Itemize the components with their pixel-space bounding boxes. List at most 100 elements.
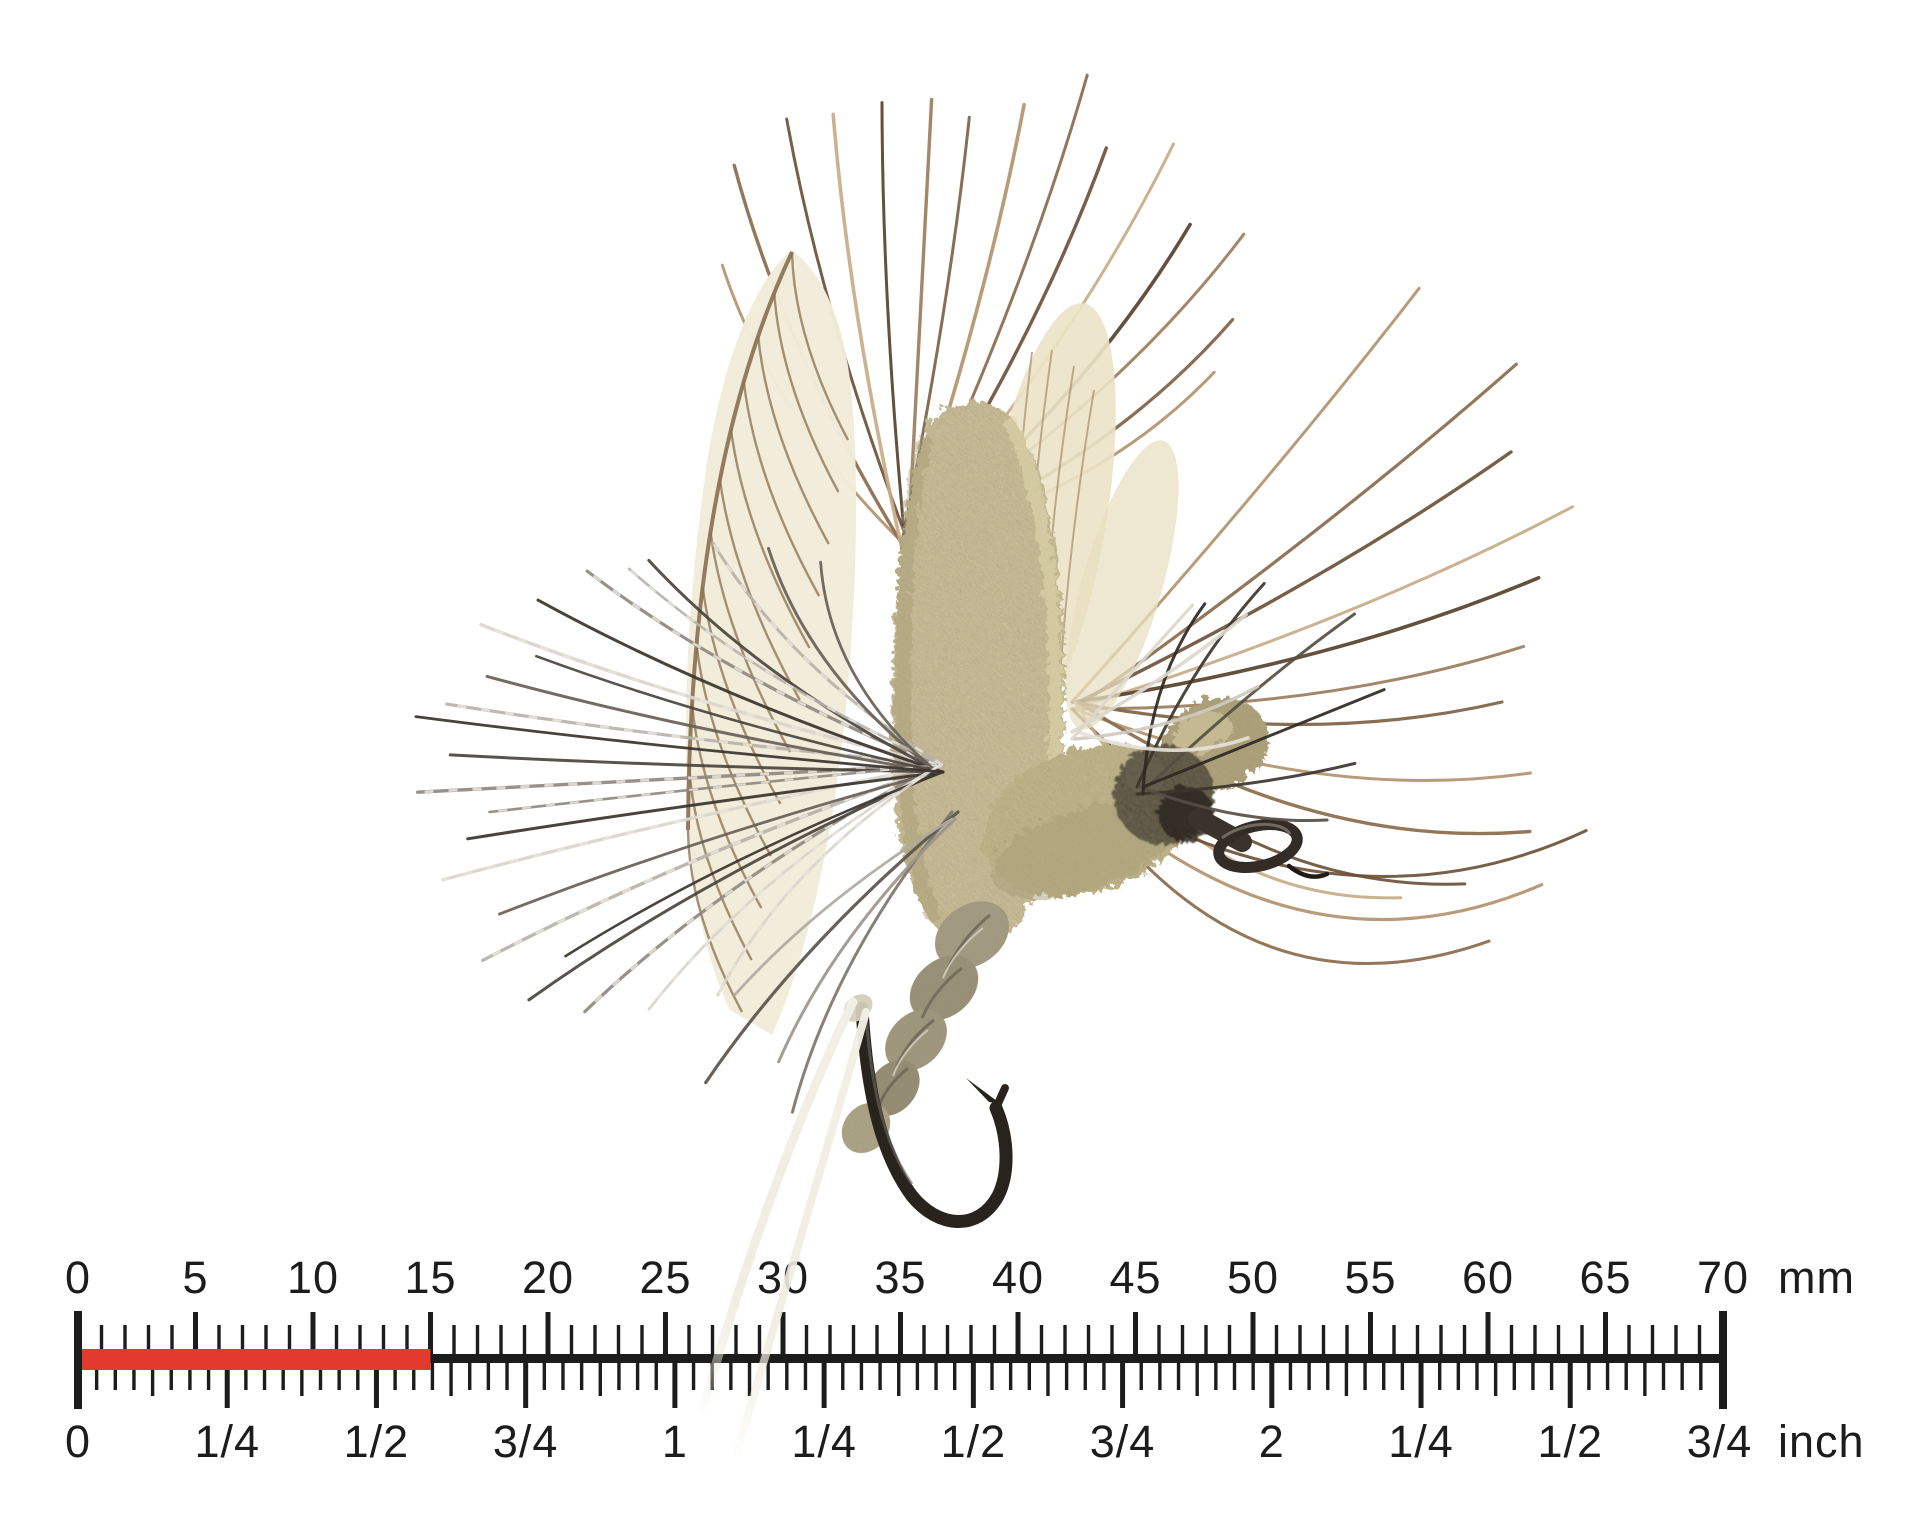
- mm-minor-tick: [640, 1325, 644, 1362]
- inch-fine-tick: [766, 1354, 770, 1390]
- mm-label: 40: [992, 1252, 1044, 1303]
- inch-quarter-tick: [672, 1354, 678, 1408]
- rear-wing-sliver: [1065, 440, 1179, 730]
- inch-quarter-tick: [224, 1354, 230, 1408]
- inch-fine-tick: [337, 1354, 341, 1390]
- deer-hair: [1076, 700, 1532, 836]
- inch-quarter-tick: [1120, 1354, 1126, 1408]
- inch-fine-tick: [262, 1354, 267, 1390]
- inch-fine-tick: [1326, 1354, 1330, 1390]
- inch-fine-tick: [1307, 1354, 1311, 1390]
- inch-eighth-tick: [1493, 1354, 1498, 1396]
- inch-quarter-tick: [821, 1354, 827, 1408]
- mm-minor-tick: [499, 1325, 503, 1362]
- inch-label: 3/4: [493, 1416, 559, 1467]
- mm-minor-tick: [146, 1325, 151, 1362]
- inch-fine-tick: [132, 1354, 136, 1390]
- scale-bar: 0 5 10 15 20 25 30 35 40 45 50 55 60 65 700 1/4 1/2 3/4 1 1…: [65, 1252, 1864, 1467]
- mm-label: 20: [522, 1252, 574, 1303]
- grizzly-hackle-fiber: [448, 753, 942, 774]
- inch-fine-tick: [1475, 1354, 1479, 1390]
- tippet-curl: [1286, 863, 1330, 879]
- mm-major-tick: [1368, 1312, 1373, 1362]
- inch-eighth-tick: [449, 1354, 453, 1396]
- ruler-end-tick: [1719, 1311, 1727, 1409]
- inch-fine-tick: [1605, 1354, 1610, 1390]
- rubber-leg: [733, 1008, 870, 1456]
- mm-label: 25: [639, 1252, 691, 1303]
- mm-minor-tick: [1509, 1325, 1514, 1362]
- abdomen-segment: [909, 955, 979, 1021]
- inch-label: 1/4: [1388, 1416, 1454, 1467]
- mm-minor-tick: [358, 1325, 362, 1362]
- mm-minor-tick: [1556, 1325, 1561, 1362]
- wing-leading-edge: [686, 251, 794, 831]
- mm-major-tick: [1133, 1312, 1138, 1362]
- mm-minor-tick: [734, 1325, 738, 1362]
- thread-sheen: [892, 927, 984, 1077]
- mm-label: 15: [404, 1252, 456, 1303]
- mm-major-tick: [310, 1312, 316, 1362]
- mm-minor-tick: [264, 1325, 268, 1362]
- inch-fine-tick: [990, 1354, 994, 1390]
- inch-fine-tick: [1027, 1354, 1032, 1390]
- hackle-fiber: [733, 817, 954, 997]
- mm-label: 0: [65, 1252, 91, 1303]
- inch-fine-tick: [113, 1354, 118, 1390]
- mm-major-tick: [898, 1312, 903, 1362]
- mm-minor-tick: [1227, 1325, 1232, 1362]
- inch-fine-tick: [1102, 1354, 1106, 1390]
- mm-minor-tick: [616, 1325, 621, 1362]
- wing-vein: [757, 335, 830, 545]
- mm-major-tick: [663, 1312, 668, 1362]
- main-wing: [686, 250, 857, 1035]
- inch-fine-tick: [878, 1354, 882, 1390]
- mm-major-tick: [545, 1312, 551, 1362]
- inch-eighth-tick: [897, 1354, 901, 1396]
- guard-fiber: [1135, 582, 1266, 789]
- mm-minor-tick: [804, 1325, 809, 1362]
- inch-fine-tick: [486, 1354, 491, 1390]
- deer-hair: [831, 112, 904, 551]
- mm-minor-tick: [1392, 1325, 1396, 1362]
- mm-minor-tick: [828, 1325, 832, 1362]
- light-fiber: [1070, 603, 1194, 741]
- mm-minor-tick: [1627, 1325, 1631, 1362]
- mm-label: 50: [1227, 1252, 1279, 1303]
- mm-minor-tick: [123, 1325, 127, 1362]
- grizzly-hackle-fiber: [647, 558, 942, 774]
- inch-quarter-tick: [523, 1354, 529, 1408]
- inch-label: 1/4: [194, 1416, 260, 1467]
- inch-fine-tick: [1139, 1354, 1143, 1390]
- guard-fiber: [1138, 612, 1356, 796]
- mm-minor-tick: [1345, 1325, 1349, 1362]
- mm-minor-tick: [593, 1325, 597, 1362]
- inch-fine-tick: [654, 1354, 658, 1390]
- hair-fiber-barring: [716, 764, 941, 996]
- mm-minor-tick: [240, 1325, 245, 1362]
- grizzly-hackle-fiber: [485, 674, 939, 774]
- grizzly-hackle-fiber: [819, 560, 939, 774]
- inch-fine-tick: [94, 1354, 99, 1390]
- inch-quarter-tick: [1567, 1354, 1573, 1408]
- inch-fine-tick: [915, 1354, 920, 1390]
- mm-label: 10: [287, 1252, 339, 1303]
- wing-vein: [718, 479, 801, 701]
- mm-minor-tick: [1063, 1325, 1067, 1362]
- inch-fine-tick: [1232, 1354, 1237, 1390]
- mm-minor-tick: [710, 1325, 715, 1362]
- inch-fine-tick: [430, 1354, 435, 1390]
- inch-fine-tick: [934, 1354, 938, 1390]
- mm-minor-tick: [945, 1325, 950, 1362]
- hair-fiber-barring: [446, 702, 944, 767]
- deer-hair: [1070, 700, 1504, 727]
- mm-label: 35: [874, 1252, 926, 1303]
- hook: [855, 1001, 1013, 1228]
- mm-minor-tick: [1580, 1325, 1584, 1362]
- inch-fine-tick: [952, 1354, 957, 1390]
- mm-label: 55: [1344, 1252, 1396, 1303]
- guard-fiber: [1141, 602, 1207, 796]
- inch-fine-tick: [635, 1354, 640, 1390]
- hook-barb: [966, 1078, 1001, 1104]
